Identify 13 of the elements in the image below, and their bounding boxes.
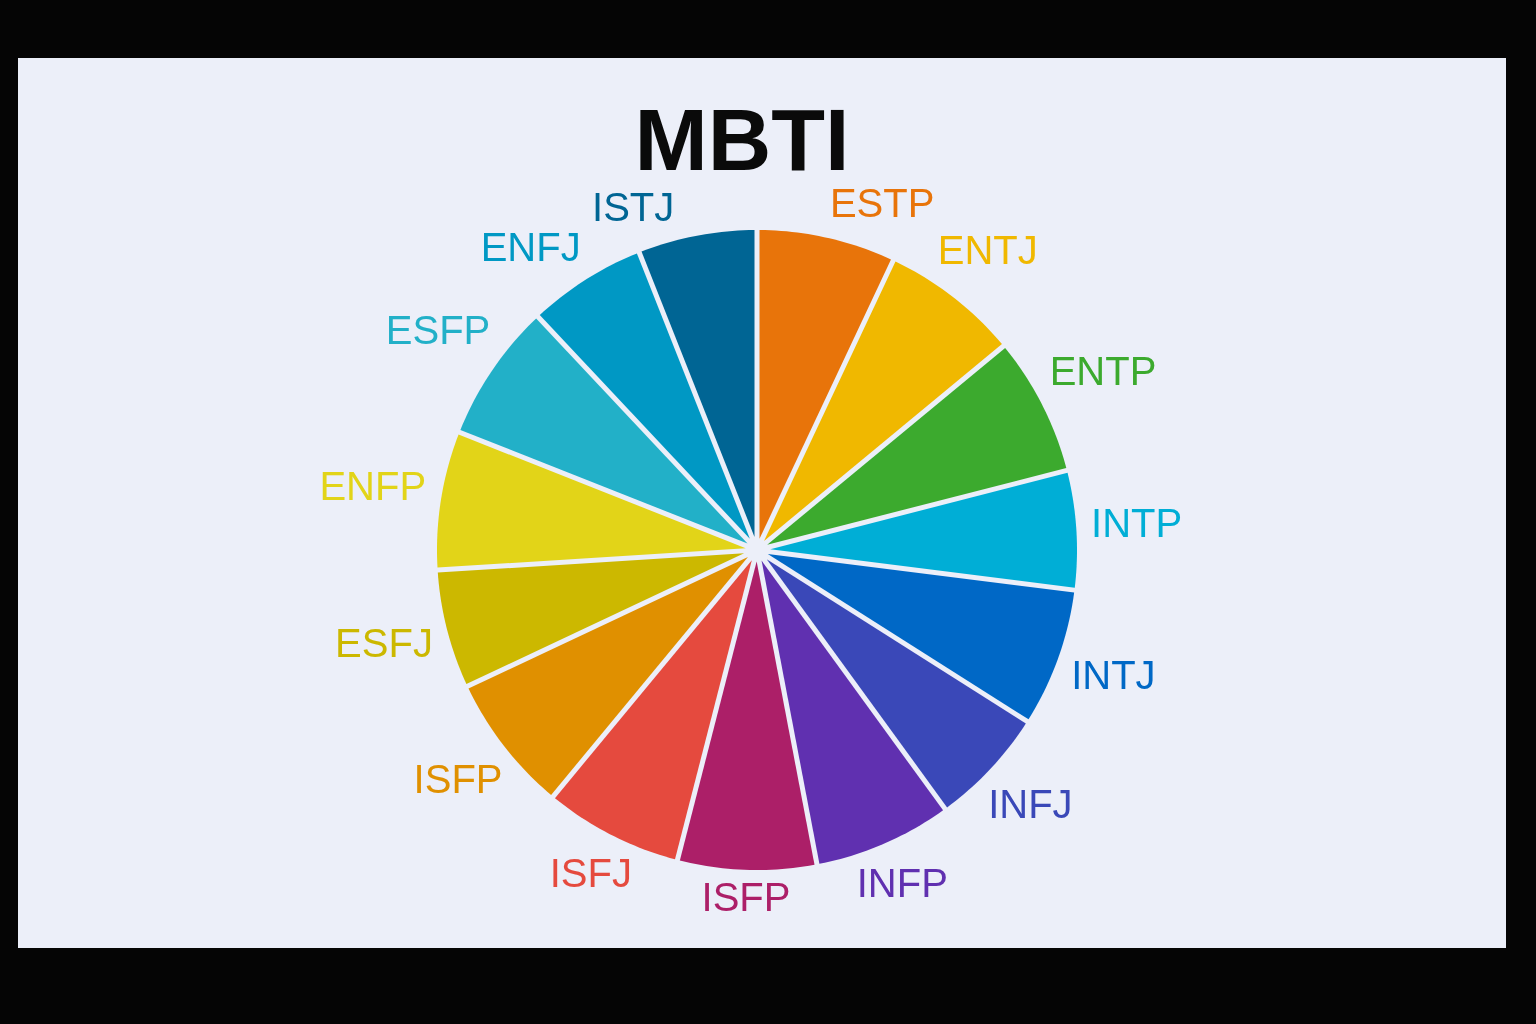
slice-label: ENFJ	[480, 224, 581, 269]
slice-label: ENTJ	[937, 227, 1038, 272]
slice-label: ISFJ	[549, 851, 632, 896]
slice-label: ENFP	[319, 464, 427, 509]
slice-label: INTP	[1091, 501, 1183, 546]
slice-label: INFP	[856, 860, 948, 905]
slice-label: INFJ	[988, 781, 1073, 826]
slice-label: INTJ	[1071, 653, 1156, 698]
slice-label: ENTP	[1049, 348, 1157, 393]
slice-label: ESFJ	[335, 620, 433, 665]
slice-label: ESFP	[385, 308, 491, 353]
slice-label: ISFP	[701, 875, 791, 920]
slice-label: ISFP	[413, 756, 503, 801]
